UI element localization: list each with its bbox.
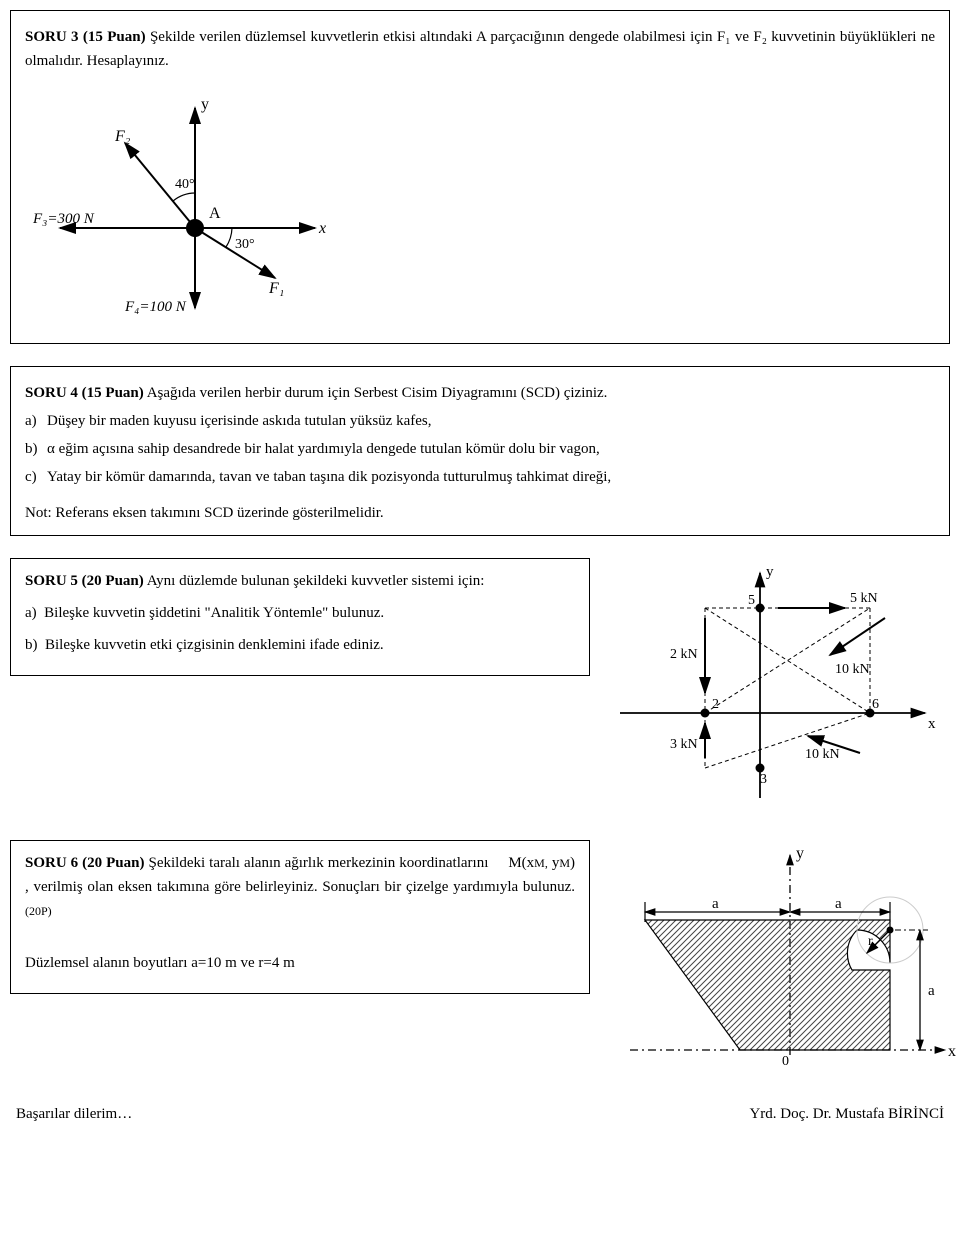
svg-text:5: 5 [748, 593, 755, 608]
q3-point-a: A [209, 205, 221, 222]
question-4: SORU 4 (15 Puan) Aşağıda verilen herbir … [10, 366, 950, 536]
q4-item-c: c) Yatay bir kömür damarında, tavan ve t… [25, 465, 935, 489]
q3-figure: y x A F₂ F₃=300 N F₄=100 N F₁ 40° 30° [25, 83, 935, 333]
q6-body-d: y [548, 855, 560, 871]
q3-f2: F₂ [114, 128, 131, 145]
q4-title: SORU 4 (15 Puan) [25, 385, 144, 401]
svg-text:x: x [928, 716, 936, 732]
svg-text:10 kN: 10 kN [835, 662, 870, 677]
q6-figure: y x 0 a a a r [590, 840, 950, 1080]
svg-text:y: y [796, 845, 804, 862]
q6-title: SORU 6 (20 Puan) [25, 855, 145, 871]
svg-text:a: a [835, 896, 842, 912]
q4-note: Not: Referans eksen takımını SCD üzerind… [25, 501, 935, 525]
q4-marker-a: a) [25, 409, 47, 433]
page-footer: Başarılar dilerim… Yrd. Doç. Dr. Mustafa… [10, 1102, 950, 1126]
svg-text:a: a [928, 983, 935, 999]
q6-body-e: M [559, 856, 570, 870]
q3-body: Şekilde verilen düzlemsel kuvvetlerin et… [25, 29, 935, 69]
question-3: SORU 3 (15 Puan) Şekilde verilen düzlems… [10, 10, 950, 344]
q6-left: SORU 6 (20 Puan) Şekildeki taralı alanın… [10, 840, 590, 994]
q6-pts: (20P) [25, 904, 52, 918]
svg-text:x: x [948, 1043, 956, 1060]
q3-f1: F₁ [268, 280, 284, 297]
q5-intro: Aynı düzlemde bulunan şekildeki kuvvetle… [147, 573, 485, 589]
q4-marker-c: c) [25, 465, 47, 489]
q5-b: Bileşke kuvvetin etki çizgisinin denklem… [45, 637, 384, 653]
q3-y-label: y [201, 96, 209, 113]
q5-a-marker: a) [25, 605, 37, 621]
svg-text:5 kN: 5 kN [850, 591, 878, 606]
q3-ang-30: 30° [235, 237, 255, 252]
svg-text:y: y [766, 564, 774, 580]
question-6: SORU 6 (20 Puan) Şekildeki taralı alanın… [10, 840, 950, 1080]
svg-text:3 kN: 3 kN [670, 737, 698, 752]
q4-item-b-text: α eğim açısına sahip desandrede bir hala… [47, 437, 600, 461]
q5-figure: y x 5 kN 2 kN 3 kN 10 kN 10 kN 5 2 3 6 [590, 558, 950, 818]
q4-item-b: b) α eğim açısına sahip desandrede bir h… [25, 437, 935, 461]
svg-text:0: 0 [782, 1054, 789, 1069]
q5-b-marker: b) [25, 637, 38, 653]
q3-text: SORU 3 (15 Puan) Şekilde verilen düzlems… [25, 25, 935, 73]
svg-text:2 kN: 2 kN [670, 647, 698, 662]
svg-text:a: a [712, 896, 719, 912]
q3-title: SORU 3 (15 Puan) [25, 29, 146, 45]
q5-left: SORU 5 (20 Puan) Aynı düzlemde bulunan ş… [10, 558, 590, 676]
q3-ang-40: 40° [175, 177, 195, 192]
q5-title: SORU 5 (20 Puan) [25, 573, 144, 589]
q6-body-a: Şekildeki taralı alanın ağırlık merkezin… [149, 855, 489, 871]
svg-text:10 kN: 10 kN [805, 747, 840, 762]
q3-f3: F₃=300 N [32, 211, 95, 227]
q6-body-c: M, [534, 856, 548, 870]
svg-text:r: r [868, 934, 873, 949]
q3-f4: F₄=100 N [124, 299, 187, 315]
footer-right: Yrd. Doç. Dr. Mustafa BİRİNCİ [749, 1102, 944, 1126]
q5-a: Bileşke kuvvetin şiddetini "Analitik Yön… [44, 605, 384, 621]
q4-marker-b: b) [25, 437, 47, 461]
svg-text:6: 6 [872, 697, 879, 712]
q4-item-c-text: Yatay bir kömür damarında, tavan ve taba… [47, 465, 611, 489]
svg-text:3: 3 [760, 772, 767, 787]
q4-body: Aşağıda verilen herbir durum için Serbes… [147, 385, 608, 401]
question-5: SORU 5 (20 Puan) Aynı düzlemde bulunan ş… [10, 558, 950, 818]
q4-item-a: a) Düşey bir maden kuyusu içerisinde ask… [25, 409, 935, 433]
q4-item-a-text: Düşey bir maden kuyusu içerisinde askıda… [47, 409, 432, 433]
svg-text:2: 2 [712, 697, 719, 712]
q3-x-label: x [318, 220, 326, 237]
footer-left: Başarılar dilerim… [16, 1102, 132, 1126]
q4-text: SORU 4 (15 Puan) Aşağıda verilen herbir … [25, 381, 935, 405]
q6-dims: Düzlemsel alanın boyutları a=10 m ve r=4… [25, 951, 575, 975]
q6-body-b: M(x [508, 855, 534, 871]
